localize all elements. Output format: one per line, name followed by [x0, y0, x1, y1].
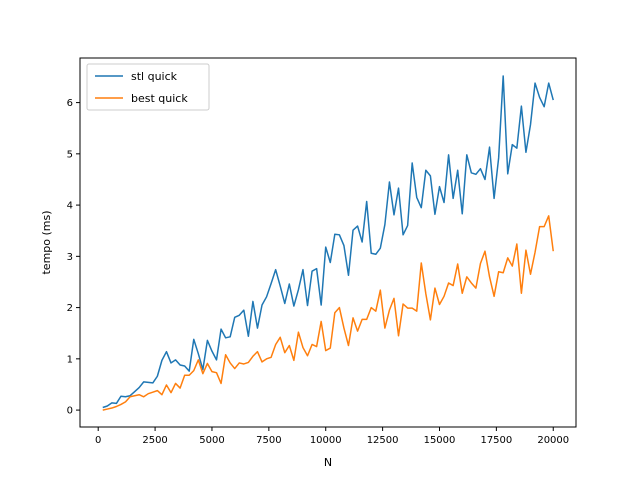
x-tick-label: 15000 [424, 435, 456, 446]
series-line-stl-quick [102, 75, 554, 409]
y-tick-label: 1 [67, 354, 73, 365]
y-tick-label: 2 [67, 303, 73, 314]
x-tick-label: 12500 [367, 435, 399, 446]
x-tick-label: 2500 [142, 435, 167, 446]
x-tick-label: 10000 [310, 435, 342, 446]
y-tick-label: 6 [67, 98, 73, 109]
legend-label-stl-quick: stl quick [131, 70, 178, 83]
ticks-layer: 0 2500 5000 7500 10000 12500 15000 17500 20000 0 1… [67, 98, 570, 446]
x-tick-label: 0 [95, 435, 101, 446]
axes-frame [79, 57, 577, 428]
legend-label-best-quick: best quick [131, 92, 188, 105]
x-tick-label: 5000 [199, 435, 224, 446]
x-tick-label: 20000 [537, 435, 569, 446]
x-axis-label: N [324, 456, 332, 469]
y-tick-label: 4 [67, 201, 73, 212]
y-tick-label: 3 [67, 252, 73, 263]
legend: stl quick best quick [86, 63, 210, 111]
series-line-best-quick [102, 215, 554, 411]
y-axis-label: tempo (ms) [40, 210, 53, 274]
x-tick-label: 7500 [256, 435, 281, 446]
series-layer [102, 75, 554, 411]
y-tick-label: 0 [67, 406, 73, 417]
y-tick-label: 5 [67, 149, 73, 160]
x-tick-label: 17500 [480, 435, 512, 446]
